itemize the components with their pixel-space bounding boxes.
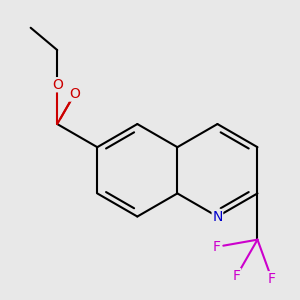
Text: O: O [69,87,80,101]
Text: N: N [212,209,223,224]
Text: F: F [212,240,220,254]
Text: F: F [268,272,276,286]
Text: O: O [52,78,63,92]
Text: F: F [233,269,241,283]
